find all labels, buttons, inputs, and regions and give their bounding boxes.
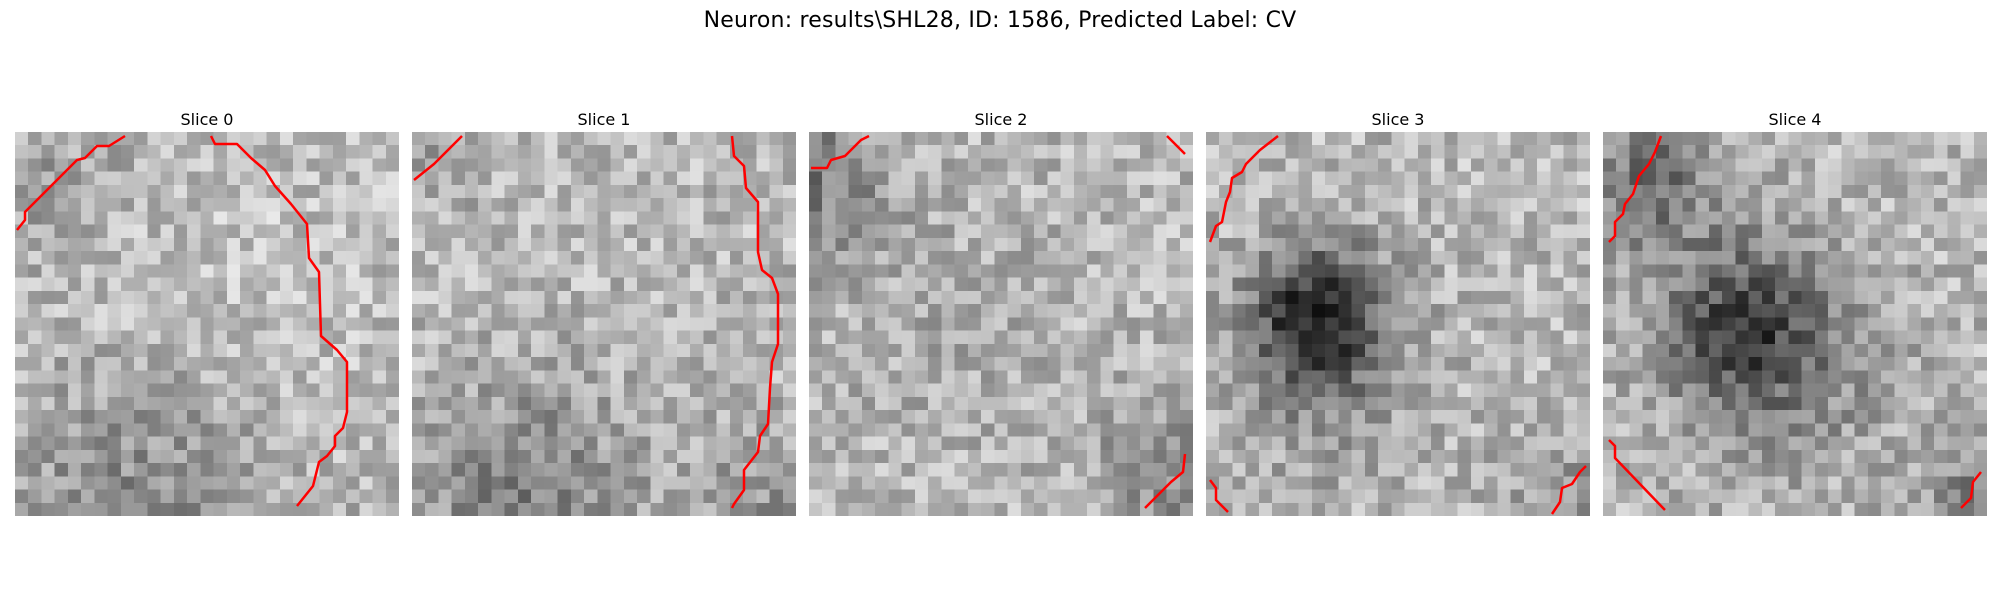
- roi-contour-line: [730, 135, 780, 509]
- slice-panel-0: Slice 0: [15, 108, 399, 516]
- contour-overlay-1: [413, 135, 780, 509]
- slice-panel-3: Slice 3: [1206, 108, 1590, 516]
- roi-contour-line: [16, 134, 126, 231]
- roi-contour-line: [413, 135, 463, 181]
- roi-contour-line: [1608, 439, 1666, 511]
- contour-overlay-2: [811, 134, 1187, 509]
- roi-contour-line: [811, 134, 870, 170]
- contour-overlay-0: [16, 134, 349, 507]
- roi-contour-line: [1144, 453, 1187, 509]
- roi-contour-line: [1209, 479, 1229, 513]
- slice-title-4: Slice 4: [1768, 110, 1822, 129]
- slice-panel-2: Slice 2: [809, 108, 1193, 516]
- slice-title-3: Slice 3: [1371, 110, 1425, 129]
- roi-contour-line: [1166, 135, 1186, 155]
- figure-title: Neuron: results\SHL28, ID: 1586, Predict…: [703, 8, 1297, 33]
- roi-contour-line: [1550, 465, 1587, 515]
- slice-panel-4: Slice 4: [1603, 108, 1987, 516]
- slice-image-2: [809, 132, 1193, 516]
- roi-contour-line: [1960, 471, 1982, 509]
- roi-contour-line: [209, 135, 349, 507]
- slice-title-2: Slice 2: [974, 110, 1028, 129]
- slice-image-4: [1603, 132, 1987, 516]
- contour-overlay-3: [1208, 135, 1587, 515]
- slice-title-1: Slice 1: [577, 110, 631, 129]
- roi-contour-line: [1608, 135, 1663, 243]
- slice-image-1: [412, 132, 796, 516]
- slice-panel-1: Slice 1: [412, 108, 796, 516]
- slice-image-0: [15, 132, 399, 516]
- contour-overlay-4: [1608, 135, 1982, 511]
- slice-image-3: [1206, 132, 1590, 516]
- slice-title-0: Slice 0: [180, 110, 234, 129]
- roi-contour-line: [1208, 135, 1279, 243]
